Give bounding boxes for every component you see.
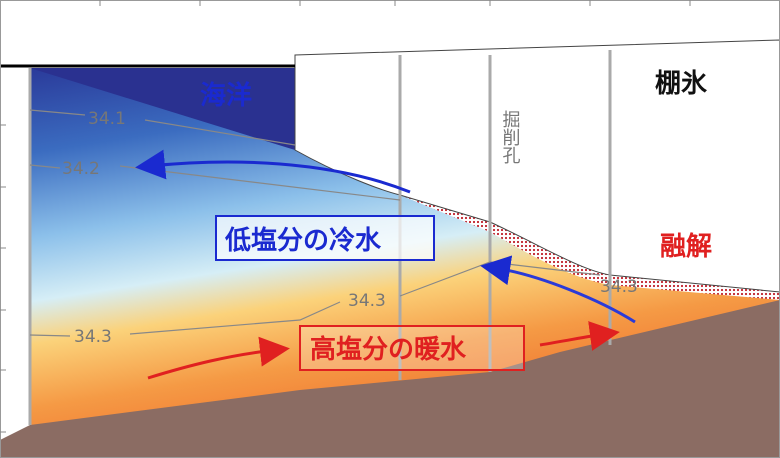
contour-label: 34.1 (88, 109, 126, 129)
frame-ticks (0, 0, 691, 433)
ice-shelf-label: 棚氷 (655, 69, 708, 99)
contour-label: 34.3 (74, 327, 112, 347)
ocean-label: 海洋 (200, 80, 252, 111)
upwelling-arrow (480, 255, 636, 324)
melt-layer (400, 195, 780, 300)
warm-arrow (147, 336, 290, 380)
cold-water-box (215, 215, 435, 261)
contour-label: 34.3 (600, 277, 638, 297)
cold-core (30, 68, 295, 150)
cold-arrow (135, 149, 411, 194)
warm-water-label: 高塩分の暖水 (310, 334, 467, 365)
contour-label: 34.2 (62, 159, 100, 179)
seabed (0, 300, 780, 458)
warm-arrow (539, 321, 620, 351)
cold-water-label: 低塩分の冷水 (224, 225, 382, 256)
warm-water-box (299, 325, 525, 371)
melting-label: 融解 (660, 232, 712, 262)
borehole-label: 掘削孔 (500, 110, 521, 165)
contours (29, 109, 601, 337)
contour-label: 34.3 (348, 291, 386, 311)
